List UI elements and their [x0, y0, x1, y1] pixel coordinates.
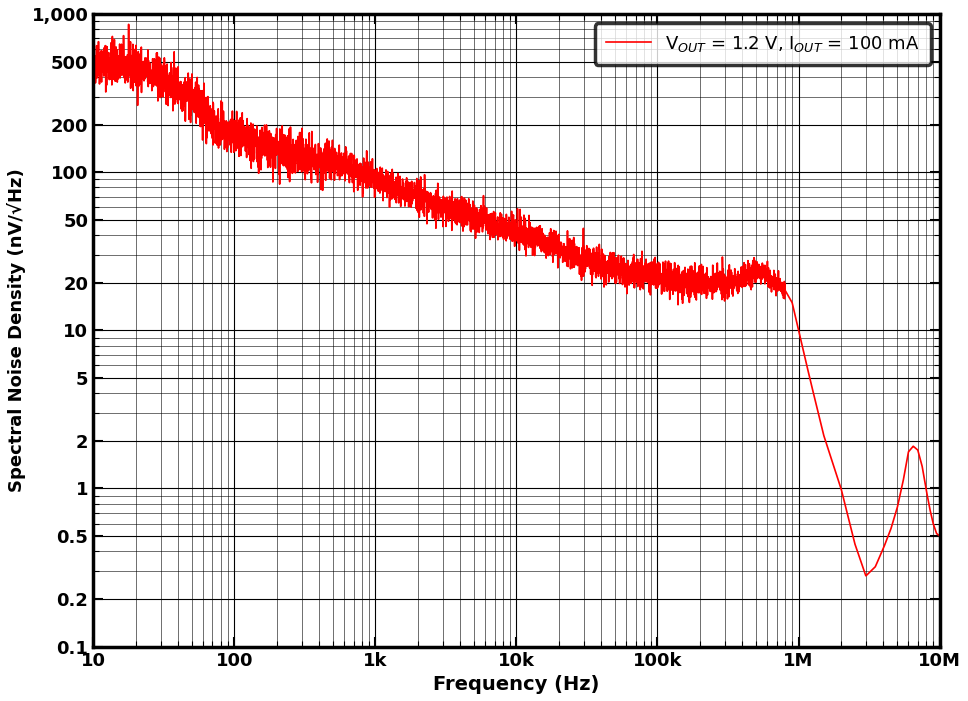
V$_{OUT}$ = 1.2 V, I$_{OUT}$ = 100 mA [595, 261, 607, 269]
V$_{OUT}$ = 1.2 V, I$_{OUT}$ = 100 mA [87, 52, 99, 60]
V$_{OUT}$ = 1.2 V, I$_{OUT}$ = 100 mA [638, 265, 650, 273]
Line: V$_{OUT}$ = 1.2 V, I$_{OUT}$ = 100 mA: V$_{OUT}$ = 1.2 V, I$_{OUT}$ = 100 mA [93, 25, 940, 576]
Y-axis label: Spectral Noise Density (nV/√Hz): Spectral Noise Density (nV/√Hz) [7, 168, 26, 492]
V$_{OUT}$ = 1.2 V, I$_{OUT}$ = 100 mA [934, 532, 946, 540]
V$_{OUT}$ = 1.2 V, I$_{OUT}$ = 100 mA [719, 285, 731, 294]
V$_{OUT}$ = 1.2 V, I$_{OUT}$ = 100 mA [123, 20, 135, 29]
X-axis label: Frequency (Hz): Frequency (Hz) [434, 675, 599, 694]
V$_{OUT}$ = 1.2 V, I$_{OUT}$ = 100 mA [783, 293, 795, 301]
V$_{OUT}$ = 1.2 V, I$_{OUT}$ = 100 mA [241, 114, 253, 123]
Legend: V$_{OUT}$ = 1.2 V, I$_{OUT}$ = 100 mA: V$_{OUT}$ = 1.2 V, I$_{OUT}$ = 100 mA [594, 23, 930, 64]
V$_{OUT}$ = 1.2 V, I$_{OUT}$ = 100 mA [411, 175, 423, 183]
V$_{OUT}$ = 1.2 V, I$_{OUT}$ = 100 mA [861, 571, 872, 580]
